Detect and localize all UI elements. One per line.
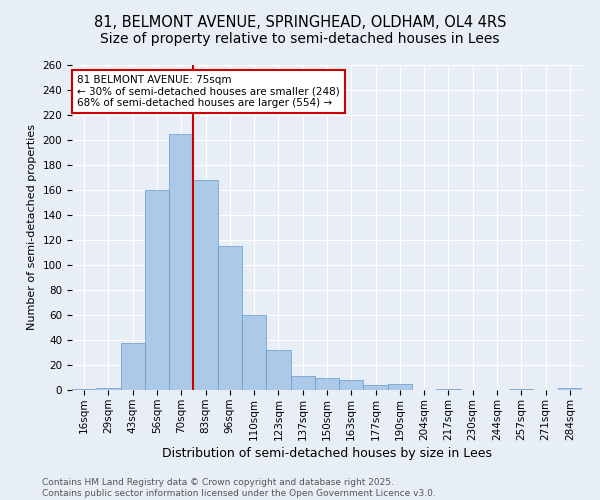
Text: Size of property relative to semi-detached houses in Lees: Size of property relative to semi-detach… — [100, 32, 500, 46]
Bar — [315, 378, 339, 390]
X-axis label: Distribution of semi-detached houses by size in Lees: Distribution of semi-detached houses by … — [162, 446, 492, 460]
Bar — [242, 315, 266, 390]
Bar — [509, 389, 533, 390]
Bar — [364, 385, 388, 390]
Bar — [72, 389, 96, 390]
Bar — [145, 190, 169, 390]
Bar — [218, 246, 242, 390]
Bar — [96, 388, 121, 390]
Text: 81 BELMONT AVENUE: 75sqm
← 30% of semi-detached houses are smaller (248)
68% of : 81 BELMONT AVENUE: 75sqm ← 30% of semi-d… — [77, 74, 340, 108]
Y-axis label: Number of semi-detached properties: Number of semi-detached properties — [27, 124, 37, 330]
Bar — [266, 350, 290, 390]
Bar — [169, 134, 193, 390]
Bar — [290, 376, 315, 390]
Bar — [193, 180, 218, 390]
Text: 81, BELMONT AVENUE, SPRINGHEAD, OLDHAM, OL4 4RS: 81, BELMONT AVENUE, SPRINGHEAD, OLDHAM, … — [94, 15, 506, 30]
Bar — [436, 389, 461, 390]
Text: Contains HM Land Registry data © Crown copyright and database right 2025.
Contai: Contains HM Land Registry data © Crown c… — [42, 478, 436, 498]
Bar — [388, 384, 412, 390]
Bar — [121, 342, 145, 390]
Bar — [339, 380, 364, 390]
Bar — [558, 388, 582, 390]
